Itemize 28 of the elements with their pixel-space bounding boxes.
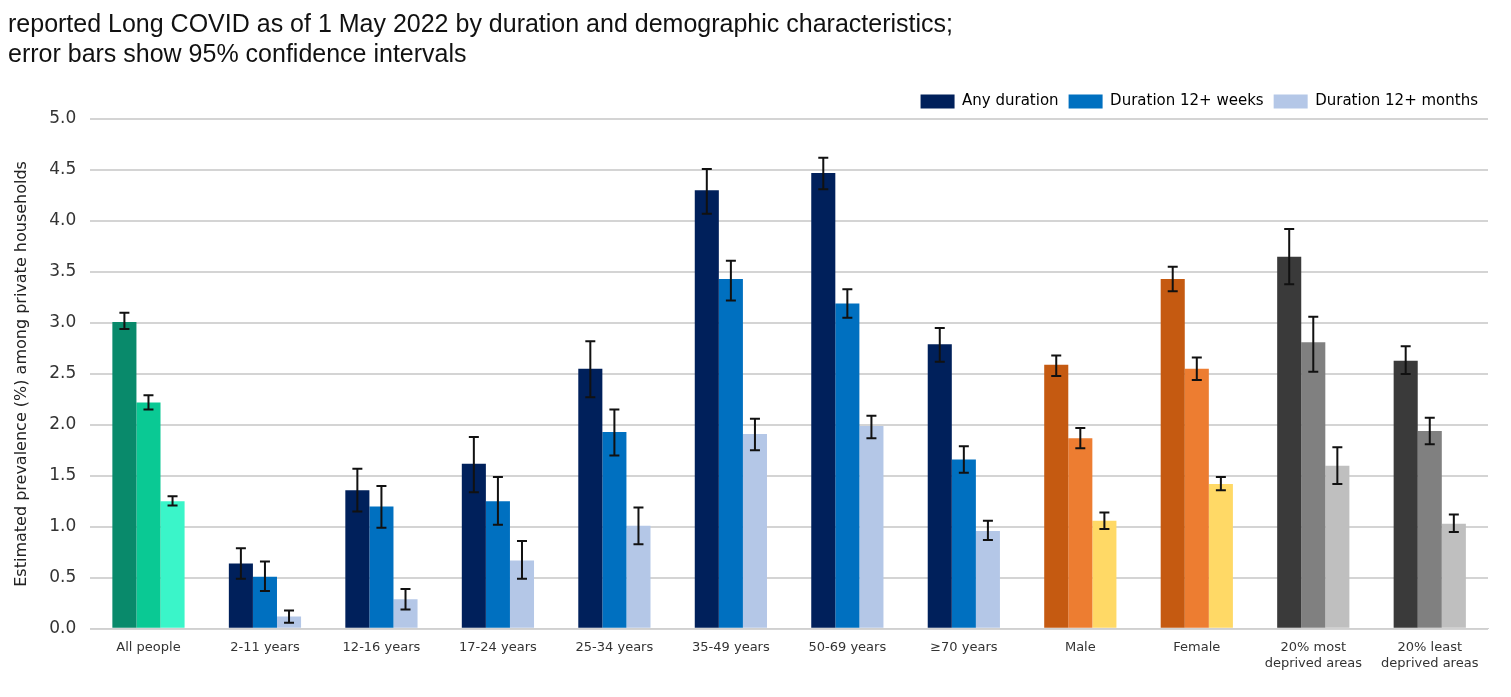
x-tick-label: 35-49 years [692, 638, 770, 654]
y-tick-label: 0.5 [49, 566, 77, 587]
y-tick-label: 3.5 [49, 260, 77, 281]
y-tick-label: 4.5 [49, 158, 77, 179]
legend-label: Duration 12+ weeks [1110, 91, 1264, 110]
x-tick-label: 50-69 years [808, 638, 887, 654]
y-tick-label: 3.0 [49, 311, 77, 332]
x-tick-label: 25-34 years [575, 638, 654, 654]
y-tick-label: 4.0 [49, 209, 77, 230]
x-tick-label: 20% most deprived areas [1264, 638, 1363, 670]
y-tick-label: 1.5 [49, 464, 77, 485]
x-tick-label: All people [116, 638, 181, 654]
legend-label: Duration 12+ months [1315, 91, 1479, 110]
chart-title: reported Long COVID as of 1 May 2022 by duration and demographic characteristics; error bars show 95% confidence intervals [8, 8, 954, 68]
y-tick-label: 5.0 [49, 107, 77, 128]
legend-label: Any duration [962, 91, 1059, 110]
x-tick-label: 17-24 years [459, 638, 537, 654]
y-tick-label: 1.0 [49, 515, 77, 536]
x-tick-label: ≥70 years [930, 638, 998, 654]
y-tick-label: 2.5 [49, 362, 77, 383]
x-tick-label: 2-11 years [230, 638, 300, 654]
x-tick-label: Female [1173, 638, 1221, 654]
x-tick-label: 12-16 years [342, 638, 421, 654]
y-tick-label: 0.0 [49, 617, 77, 638]
y-axis-title: Estimated prevalence (%) among private households [10, 161, 30, 587]
x-tick-label: 20% least deprived areas [1381, 638, 1479, 670]
y-tick-label: 2.0 [49, 413, 77, 434]
x-tick-label: Male [1064, 638, 1096, 654]
